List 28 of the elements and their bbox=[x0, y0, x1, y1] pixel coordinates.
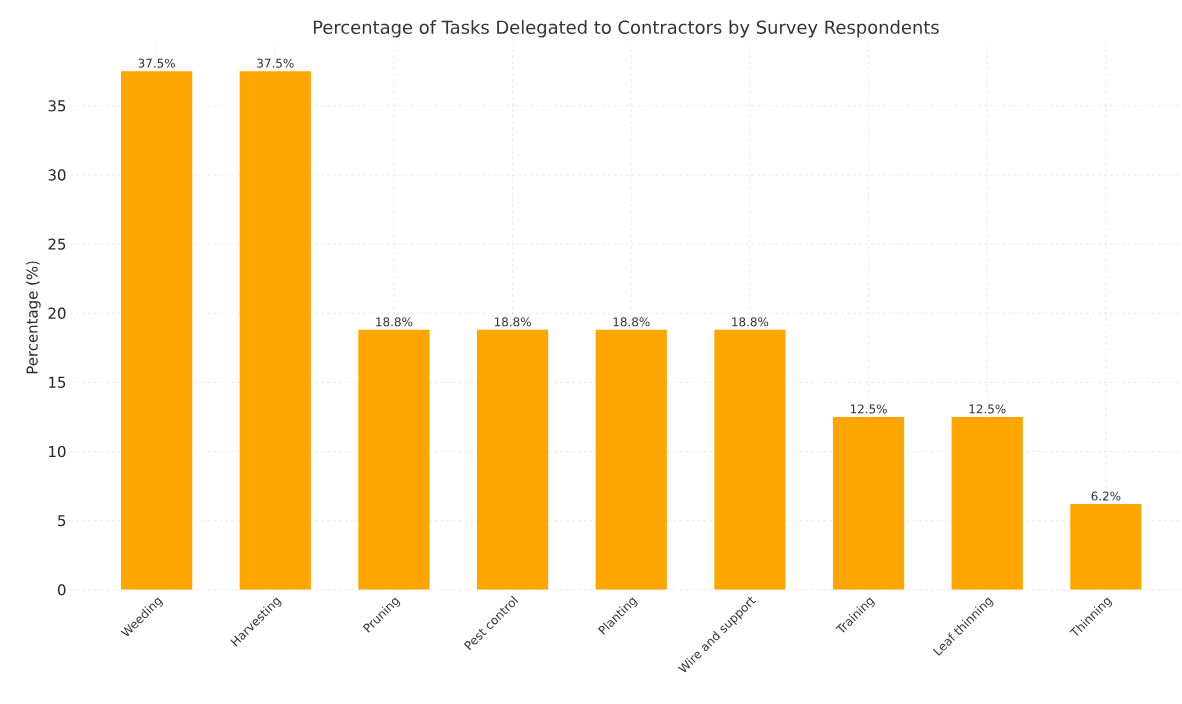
y-tick-label: 0 bbox=[57, 584, 66, 596]
data-label: 18.8% bbox=[376, 317, 413, 327]
chart-title: Percentage of Tasks Delegated to Contractors by Survey Respondents bbox=[313, 20, 939, 38]
y-tick-label: 30 bbox=[48, 169, 66, 181]
y-tick-label: 5 bbox=[58, 515, 66, 527]
data-label: 6.2% bbox=[1091, 491, 1121, 501]
y-tick-label: 35 bbox=[48, 100, 66, 112]
y-tick-label: 25 bbox=[48, 238, 66, 250]
bar bbox=[951, 417, 1023, 590]
data-label: 12.5% bbox=[850, 404, 887, 414]
data-label: 18.8% bbox=[732, 317, 769, 327]
data-label: 18.8% bbox=[494, 317, 531, 327]
bar bbox=[714, 329, 786, 590]
data-label: 37.5% bbox=[138, 58, 175, 68]
bar bbox=[595, 329, 667, 590]
bar bbox=[358, 329, 430, 590]
data-label: 37.5% bbox=[257, 58, 294, 68]
bar bbox=[239, 71, 311, 590]
y-axis-title: Percentage (%) bbox=[26, 261, 41, 374]
y-tick-label: 20 bbox=[48, 307, 66, 320]
bar bbox=[121, 71, 193, 590]
bar bbox=[832, 417, 905, 590]
data-label: 12.5% bbox=[969, 404, 1006, 414]
bar bbox=[1070, 504, 1142, 590]
data-label: 18.8% bbox=[613, 317, 650, 327]
bar bbox=[476, 329, 549, 590]
y-tick-label: 15 bbox=[49, 376, 66, 389]
y-tick-label: 10 bbox=[49, 445, 66, 458]
